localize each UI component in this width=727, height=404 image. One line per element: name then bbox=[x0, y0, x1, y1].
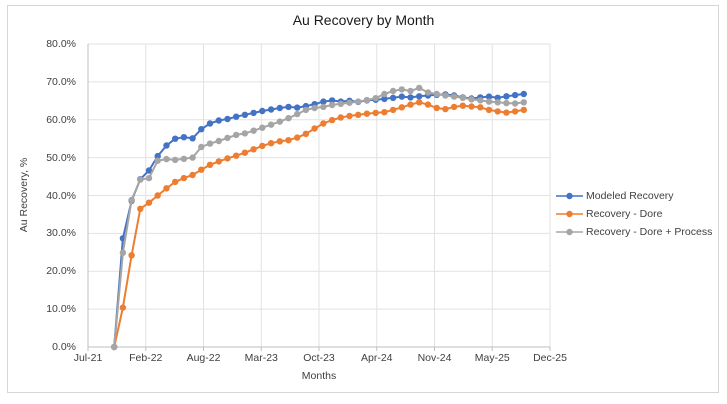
x-axis-title: Months bbox=[301, 370, 337, 382]
legend-item-modeled-recovery: Modeled Recovery bbox=[556, 187, 726, 205]
legend-item-recovery-dore: Recovery - Dore bbox=[556, 205, 726, 223]
y-tick-label: 10.0% bbox=[46, 303, 76, 316]
y-tick-label: 60.0% bbox=[46, 113, 76, 126]
legend-item-recovery-dore-process: Recovery - Dore + Process bbox=[556, 223, 726, 241]
y-tick-label: 0.0% bbox=[52, 341, 76, 353]
x-tick-label: Mar-23 bbox=[244, 352, 278, 364]
x-tick-label: Oct-23 bbox=[303, 352, 335, 364]
x-tick-label: Nov-24 bbox=[417, 352, 452, 364]
legend-marker-recovery-dore bbox=[556, 210, 583, 218]
legend-label-recovery-dore: Recovery - Dore bbox=[586, 208, 663, 220]
x-tick-label: Jul-21 bbox=[73, 352, 103, 364]
x-tick-label: Feb-22 bbox=[129, 352, 163, 364]
y-tick-label: 80.0% bbox=[46, 38, 76, 50]
x-tick-label: May-25 bbox=[474, 352, 510, 364]
legend-marker-modeled-recovery bbox=[556, 192, 583, 200]
legend-label-recovery-dore-process: Recovery - Dore + Process bbox=[586, 226, 713, 238]
x-tick-label: Apr-24 bbox=[360, 352, 393, 364]
y-tick-label: 30.0% bbox=[46, 227, 76, 240]
legend: Modeled Recovery Recovery - Dore Recover… bbox=[556, 187, 726, 241]
legend-marker-recovery-dore-process bbox=[556, 228, 583, 236]
y-tick-label: 40.0% bbox=[46, 189, 76, 202]
legend-label-modeled-recovery: Modeled Recovery bbox=[586, 190, 674, 202]
y-tick-label: 20.0% bbox=[46, 265, 76, 278]
y-tick-label: 70.0% bbox=[46, 75, 76, 88]
chart-frame bbox=[7, 5, 719, 393]
chart-title: Au Recovery by Month bbox=[292, 12, 435, 28]
y-tick-label: 50.0% bbox=[46, 151, 76, 164]
x-tick-label: Aug-22 bbox=[186, 352, 221, 364]
x-tick-label: Dec-25 bbox=[533, 352, 567, 364]
